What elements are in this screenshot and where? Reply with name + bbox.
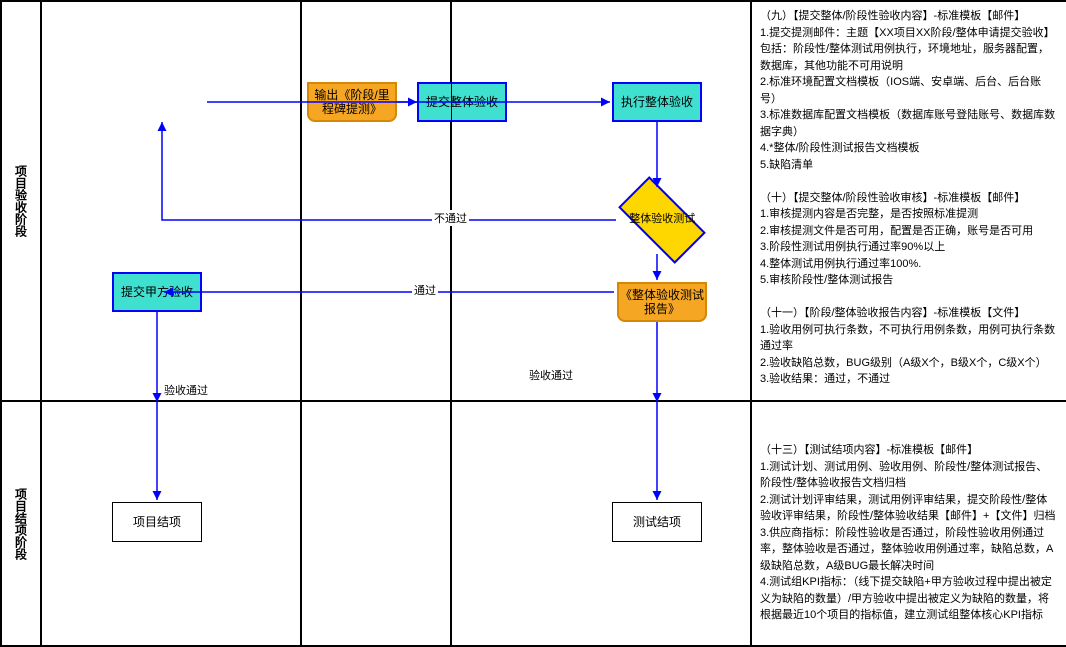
swimlane-grid: 项目验收阶段 提交甲方验收 验收通过 输出《阶段/里程碑提测》 提交整体验收 执… — [0, 0, 1066, 647]
edge-label-accept1: 验收通过 — [162, 382, 210, 398]
notes-row-2: （十三）【测试结项内容】-标准模板【邮件】 1.测试计划、测试用例、验收用例、阶… — [751, 401, 1066, 646]
lane-2-1: 项目结项 — [41, 401, 301, 646]
submit-client-node: 提交甲方验收 — [112, 272, 202, 312]
edge-label-fail: 不通过 — [432, 210, 469, 226]
row-label-close: 项目结项阶段 — [1, 401, 41, 646]
lane-1-3: 执行整体验收 整体验收测试 《整体验收测试报告》 不通过 通过 验收通过 — [451, 1, 751, 401]
lane-2-3: 测试结项 — [451, 401, 751, 646]
row-label-accept: 项目验收阶段 — [1, 1, 41, 401]
report-doc-node: 《整体验收测试报告》 — [617, 282, 707, 322]
edge-label-pass: 通过 — [412, 282, 438, 298]
test-close-node: 测试结项 — [612, 502, 702, 542]
lane-1-2: 输出《阶段/里程碑提测》 提交整体验收 — [301, 1, 451, 401]
decision-node: 整体验收测试 — [618, 176, 706, 264]
exec-accept-node: 执行整体验收 — [612, 82, 702, 122]
edges-1-1 — [42, 2, 302, 402]
lane-1-1: 提交甲方验收 验收通过 — [41, 1, 301, 401]
lane-2-2 — [301, 401, 451, 646]
edges-2-3 — [452, 402, 752, 647]
edge-label-accept2: 验收通过 — [527, 367, 575, 383]
notes-row-1: （九）【提交整体/阶段性验收内容】-标准模板【邮件】 1.提交提测邮件：主题【X… — [751, 1, 1066, 401]
proj-close-node: 项目结项 — [112, 502, 202, 542]
output-doc-node: 输出《阶段/里程碑提测》 — [307, 82, 397, 122]
